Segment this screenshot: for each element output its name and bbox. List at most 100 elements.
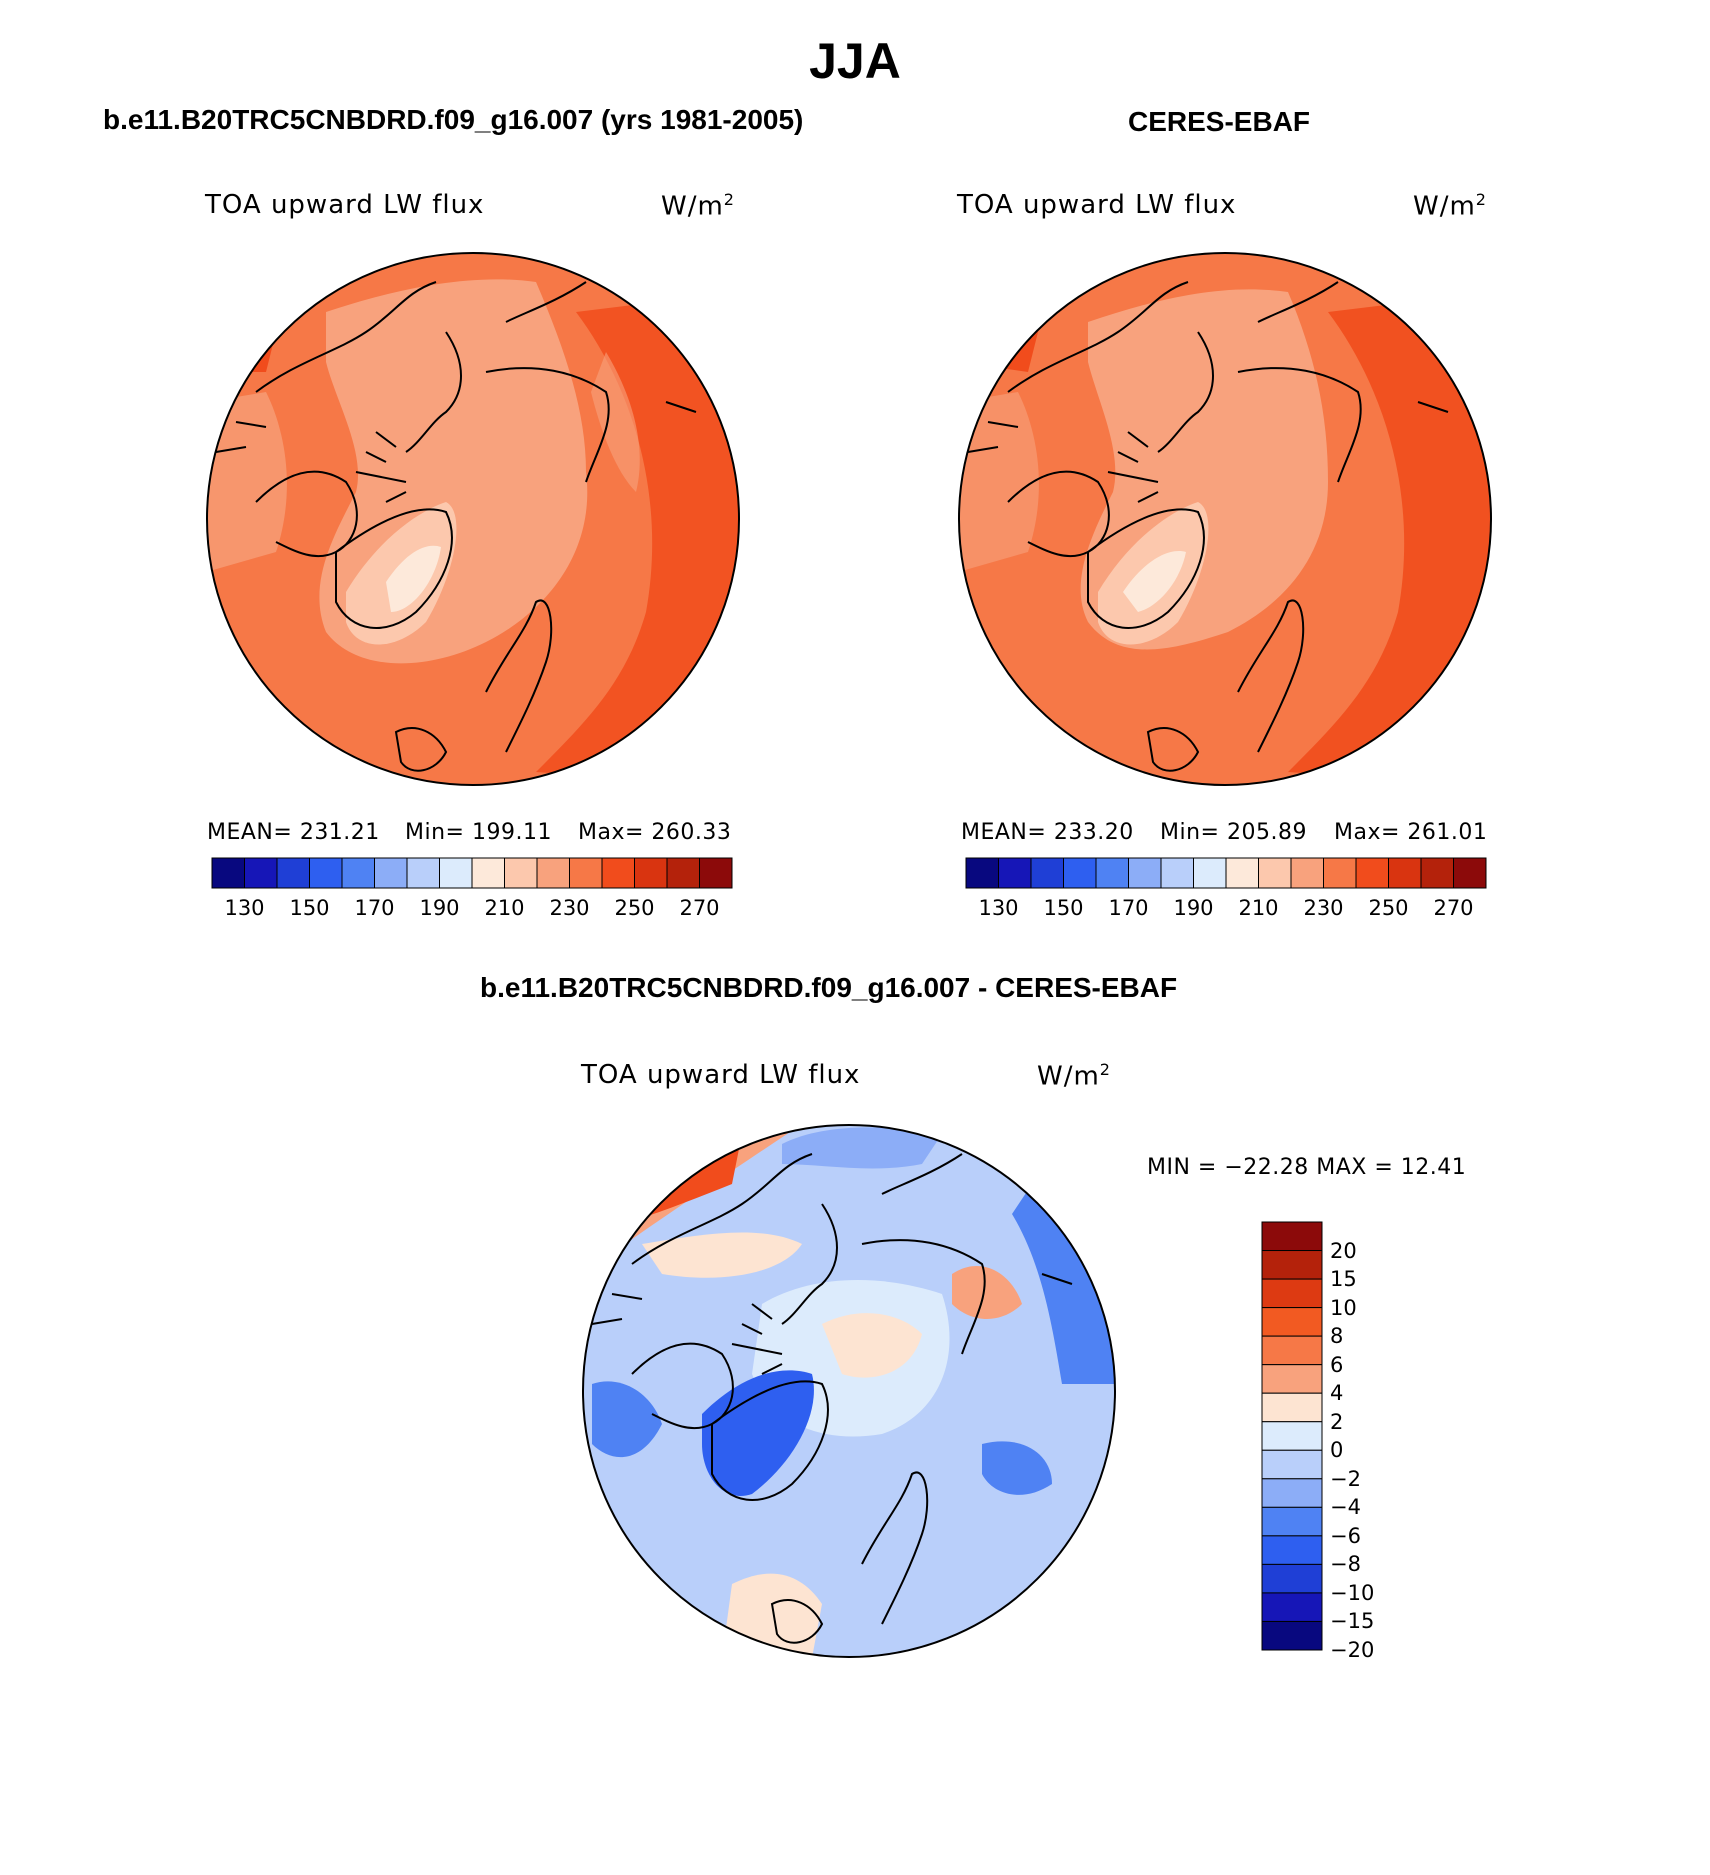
panel-model-colorbar-tick: 250 bbox=[614, 896, 655, 920]
panel-obs-colorbar-ticks: 130 150 170 190 210 230 250 270 bbox=[966, 896, 1486, 922]
panel-diff-colorbar-tick: 2 bbox=[1330, 1409, 1344, 1434]
panel-obs-colorbar-box bbox=[1453, 857, 1487, 889]
panel-obs-colorbar-box bbox=[1258, 857, 1292, 889]
panel-obs-colorbar-tick: 230 bbox=[1303, 896, 1344, 920]
panel-diff-colorbar-box bbox=[1261, 1449, 1323, 1480]
main-title: JJA bbox=[809, 33, 901, 89]
panel-diff-colorbar-box bbox=[1261, 1392, 1323, 1423]
panel-model-field-label: TOA upward LW flux bbox=[205, 190, 485, 220]
panel-model-colorbar-ticks: 130 150 170 190 210 230 250 270 bbox=[212, 896, 732, 922]
panel-model-colorbar-box bbox=[406, 857, 440, 889]
panel-obs-colorbar-box bbox=[1128, 857, 1162, 889]
panel-obs-colorbar-tick: 270 bbox=[1433, 896, 1474, 920]
panel-diff-title: b.e11.B20TRC5CNBDRD.f09_g16.007 - CERES-… bbox=[480, 972, 1178, 1003]
panel-model-colorbar-tick: 270 bbox=[679, 896, 720, 920]
panel-model-colorbar-tick: 190 bbox=[419, 896, 460, 920]
panel-diff-colorbar-box bbox=[1261, 1364, 1323, 1394]
panel-diff-colorbar-box bbox=[1261, 1506, 1323, 1537]
panel-model-colorbar-tick: 230 bbox=[549, 896, 590, 920]
panel-diff-colorbar-tick: −8 bbox=[1330, 1552, 1361, 1577]
panel-obs-colorbar-box bbox=[1355, 857, 1389, 889]
panel-obs-colorbar-tick: 130 bbox=[978, 896, 1019, 920]
panel-model-colorbar-box bbox=[374, 857, 408, 889]
panel-model-colorbar-tick: 170 bbox=[354, 896, 395, 920]
panel-diff-colorbar-tick: −6 bbox=[1330, 1523, 1361, 1548]
panel-obs-colorbar-box bbox=[1323, 857, 1357, 889]
panel-model-colorbar-box bbox=[309, 857, 343, 889]
panel-model-colorbar-box bbox=[634, 857, 668, 889]
panel-diff-colorbar-box bbox=[1261, 1592, 1323, 1622]
panel-diff-colorbar-tick: −15 bbox=[1330, 1609, 1375, 1634]
panel-model-title: b.e11.B20TRC5CNBDRD.f09_g16.007 (yrs 198… bbox=[103, 104, 804, 135]
panel-model-colorbar-box bbox=[666, 857, 700, 889]
panel-obs-colorbar-box bbox=[1095, 857, 1129, 889]
panel-model-colorbar-box bbox=[211, 857, 245, 889]
panel-diff-units: W/m2 bbox=[1037, 1060, 1111, 1092]
panel-diff-colorbar-box bbox=[1261, 1478, 1323, 1508]
panel-diff-colorbar-box bbox=[1261, 1421, 1323, 1451]
panel-model-colorbar-tick: 210 bbox=[484, 896, 525, 920]
panel-obs-min: Min= 205.89 bbox=[1160, 820, 1307, 845]
panel-model-colorbar-box bbox=[601, 857, 635, 889]
panel-diff-colorbar-tick: 6 bbox=[1330, 1352, 1344, 1377]
panel-obs-colorbar-tick: 190 bbox=[1173, 896, 1214, 920]
panel-diff-colorbar-box bbox=[1261, 1221, 1323, 1252]
panel-model-colorbar bbox=[211, 857, 733, 889]
panel-obs-colorbar-tick: 210 bbox=[1238, 896, 1279, 920]
panel-diff-field-label: TOA upward LW flux bbox=[581, 1060, 861, 1090]
panel-diff-colorbar-tick: 8 bbox=[1330, 1324, 1344, 1349]
panel-model-colorbar-box bbox=[471, 857, 505, 889]
panel-obs-units: W/m2 bbox=[1413, 190, 1487, 222]
panel-obs-colorbar-box bbox=[1388, 857, 1422, 889]
panel-obs-colorbar-box bbox=[998, 857, 1032, 889]
panel-obs-colorbar-box bbox=[1193, 857, 1227, 889]
panel-model-colorbar-tick: 130 bbox=[224, 896, 265, 920]
panel-diff-colorbar-tick: 10 bbox=[1330, 1295, 1357, 1320]
panel-diff-colorbar-box bbox=[1261, 1335, 1323, 1366]
panel-model-colorbar-box bbox=[341, 857, 375, 889]
panel-obs-title: CERES-EBAF bbox=[1128, 106, 1311, 137]
panel-obs-colorbar-tick: 250 bbox=[1368, 896, 1409, 920]
panel-obs-field-label: TOA upward LW flux bbox=[957, 190, 1237, 220]
panel-diff-colorbar-box bbox=[1261, 1535, 1323, 1565]
panel-model-colorbar-box bbox=[439, 857, 473, 889]
panel-obs-colorbar-tick: 150 bbox=[1043, 896, 1084, 920]
panel-obs-map bbox=[958, 252, 1492, 786]
panel-obs-colorbar-box bbox=[1225, 857, 1259, 889]
panel-model-units: W/m2 bbox=[661, 190, 735, 222]
panel-model-colorbar-box bbox=[699, 857, 733, 889]
panel-diff-colorbar-tick: −4 bbox=[1330, 1495, 1361, 1520]
panel-diff-colorbar-box bbox=[1261, 1563, 1323, 1594]
panel-model-colorbar-box bbox=[569, 857, 603, 889]
panel-obs-colorbar-tick: 170 bbox=[1108, 896, 1149, 920]
panel-diff-colorbar-tick: 4 bbox=[1330, 1381, 1344, 1406]
panel-model-max: Max= 260.33 bbox=[578, 820, 732, 845]
panel-obs-colorbar bbox=[965, 857, 1487, 889]
panel-model-min: Min= 199.11 bbox=[405, 820, 552, 845]
panel-model-colorbar-box bbox=[536, 857, 570, 889]
panel-diff-colorbar-box bbox=[1261, 1620, 1323, 1651]
panel-diff-colorbar-tick: 0 bbox=[1330, 1438, 1344, 1463]
panel-diff-colorbar-box bbox=[1261, 1278, 1323, 1309]
panel-obs-colorbar-box bbox=[965, 857, 999, 889]
panel-diff-colorbar-tick: 15 bbox=[1330, 1267, 1357, 1292]
panel-diff-colorbar-box bbox=[1261, 1307, 1323, 1337]
panel-obs-colorbar-box bbox=[1290, 857, 1324, 889]
panel-obs-mean: MEAN= 233.20 bbox=[961, 820, 1134, 845]
panel-diff-colorbar bbox=[1261, 1221, 1323, 1651]
panel-obs-colorbar-box bbox=[1420, 857, 1454, 889]
panel-obs-colorbar-box bbox=[1160, 857, 1194, 889]
panel-diff-colorbar-tick: −20 bbox=[1330, 1638, 1375, 1662]
panel-diff-colorbar-ticks: 20 15 10 8 6 4 2 0 −2 −4 −6 −8 −10 −15 −20 bbox=[1330, 1222, 1390, 1662]
panel-obs-colorbar-box bbox=[1063, 857, 1097, 889]
panel-diff-colorbar-tick: −10 bbox=[1330, 1580, 1375, 1605]
panel-diff-colorbar-tick: −2 bbox=[1330, 1466, 1361, 1491]
panel-diff-colorbar-tick: 20 bbox=[1330, 1238, 1357, 1263]
panel-diff-colorbar-box bbox=[1261, 1250, 1323, 1280]
panel-model-colorbar-box bbox=[276, 857, 310, 889]
panel-model-colorbar-box bbox=[244, 857, 278, 889]
panel-model-colorbar-box bbox=[504, 857, 538, 889]
panel-model-mean: MEAN= 231.21 bbox=[207, 820, 380, 845]
panel-model-colorbar-tick: 150 bbox=[289, 896, 330, 920]
panel-model-map bbox=[206, 252, 740, 786]
